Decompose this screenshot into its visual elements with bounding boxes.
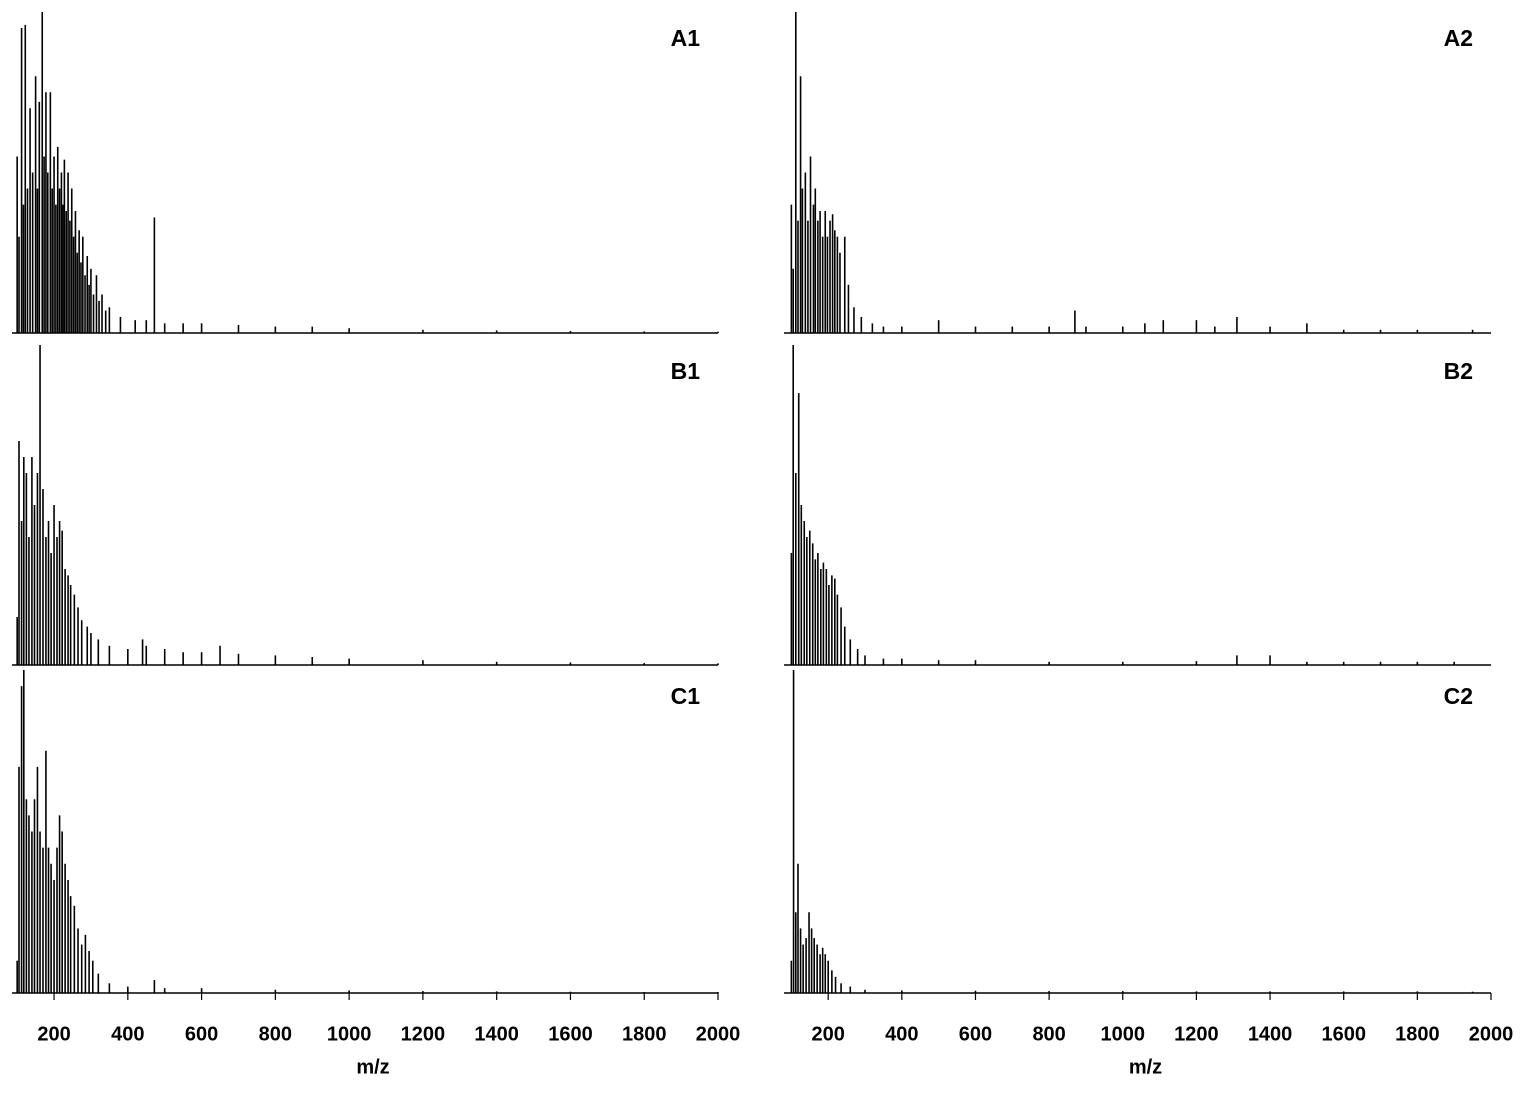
panel-label: B1 <box>671 358 701 384</box>
panel-label: C2 <box>1444 683 1473 709</box>
x-tick-label: 1200 <box>401 1023 446 1045</box>
x-tick-label: 200 <box>37 1023 70 1045</box>
panel-label: A2 <box>1444 25 1473 51</box>
x-tick-label: 1400 <box>474 1023 519 1045</box>
panel-label: C1 <box>671 683 701 709</box>
x-tick-label: 1800 <box>622 1023 667 1045</box>
x-axis-label: m/z <box>1129 1056 1162 1078</box>
x-tick-label: 1000 <box>327 1023 372 1045</box>
x-tick-label: 1000 <box>1101 1023 1146 1045</box>
x-tick-label: 2000 <box>1469 1023 1514 1045</box>
x-tick-label: 800 <box>259 1023 292 1045</box>
x-tick-label: 400 <box>885 1023 918 1045</box>
x-tick-label: 600 <box>185 1023 218 1045</box>
x-tick-label: 1400 <box>1248 1023 1293 1045</box>
x-tick-label: 1200 <box>1174 1023 1219 1045</box>
x-tick-label: 1600 <box>1321 1023 1366 1045</box>
x-tick-label: 1800 <box>1395 1023 1440 1045</box>
x-tick-label: 600 <box>959 1023 992 1045</box>
x-tick-label: 800 <box>1032 1023 1065 1045</box>
panel-label: A1 <box>671 25 701 51</box>
x-tick-label: 200 <box>812 1023 845 1045</box>
x-tick-label: 2000 <box>696 1023 741 1045</box>
x-tick-label: 1600 <box>548 1023 593 1045</box>
x-axis-label: m/z <box>356 1056 389 1078</box>
panel-label: B2 <box>1444 358 1473 384</box>
x-tick-label: 400 <box>111 1023 144 1045</box>
